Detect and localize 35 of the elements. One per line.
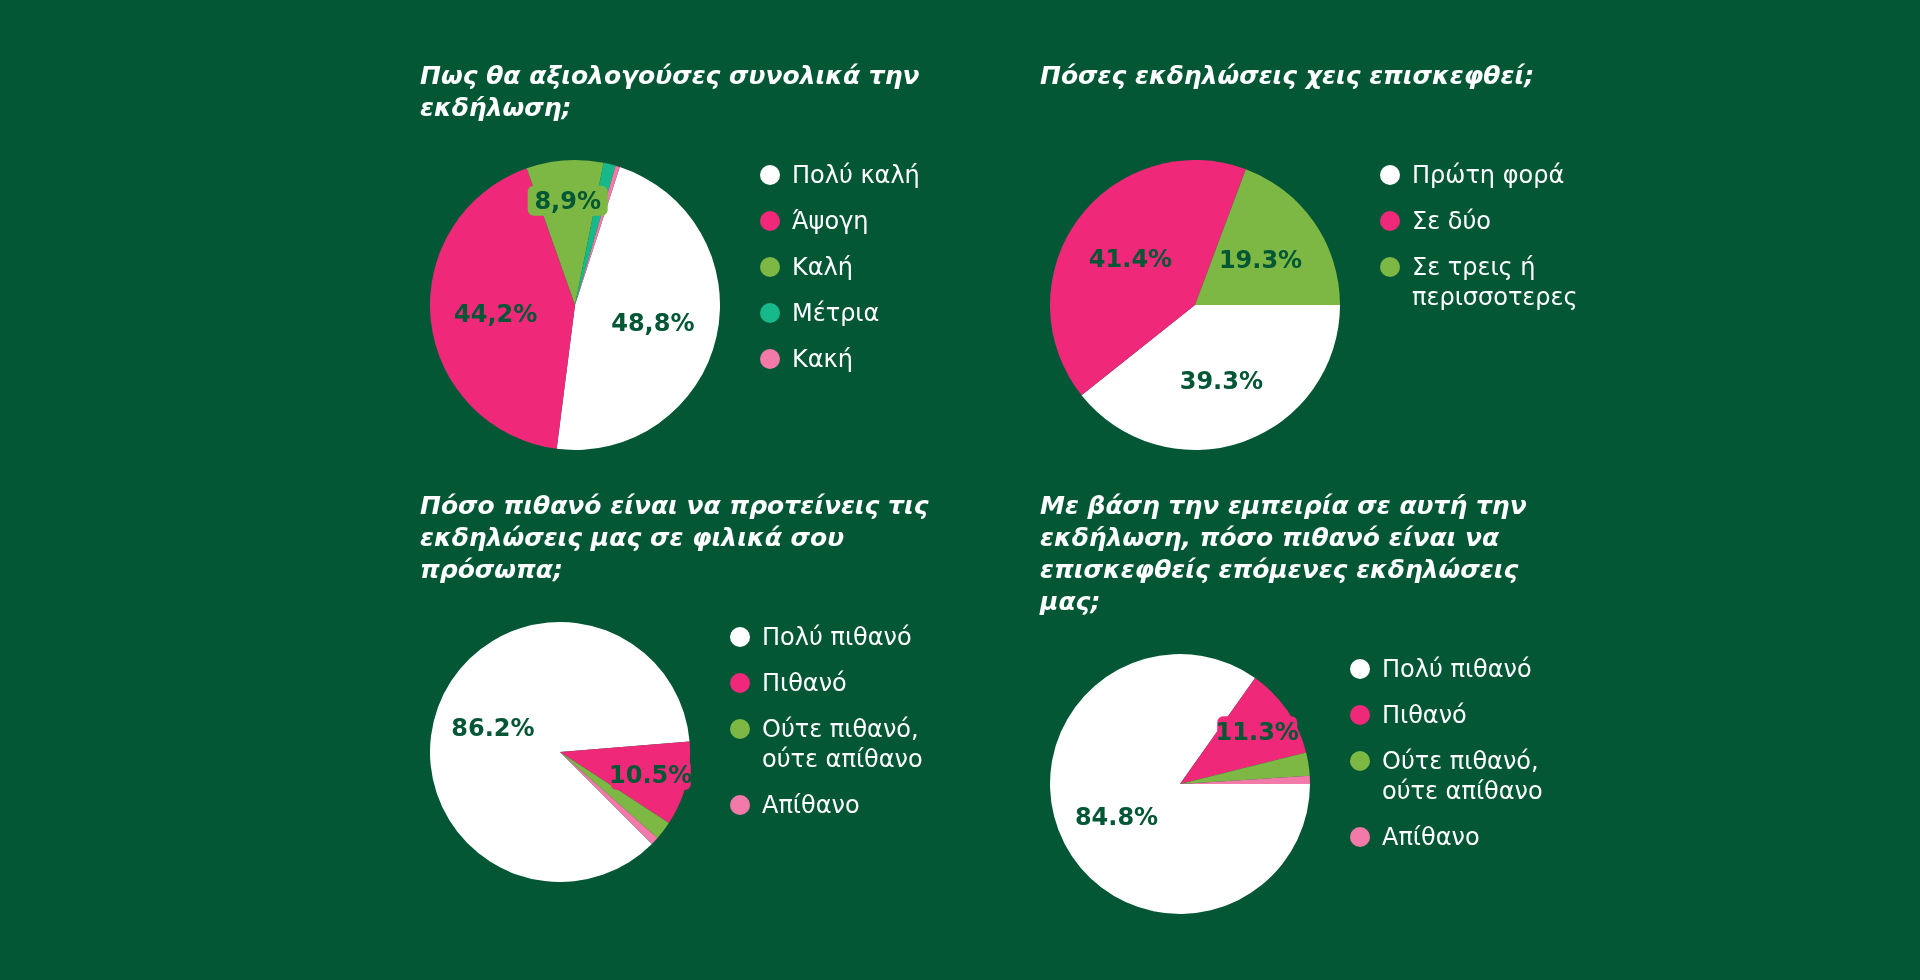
- legend-label: Πιθανό: [762, 668, 847, 698]
- chart-title: Πως θα αξιολογούσες συνολικά την εκδήλωση;: [420, 60, 921, 124]
- legend-label: Απίθανο: [1382, 822, 1480, 852]
- legend-label: Σε τρεις ή περισσοτερες: [1412, 252, 1579, 312]
- pie-slice: [430, 622, 690, 882]
- data-label: 11.3%: [1215, 717, 1299, 746]
- data-label: 19.3%: [1218, 245, 1303, 274]
- data-label: 8,9%: [534, 187, 601, 216]
- legend-label: Άψογη: [792, 206, 869, 236]
- data-label: 44,2%: [454, 299, 538, 328]
- data-label: 39.3%: [1179, 366, 1263, 395]
- data-label: 84.8%: [1074, 803, 1159, 832]
- legend-label: Πιθανό: [1382, 700, 1467, 730]
- pie-slice: [1050, 654, 1310, 914]
- data-label: 86.2%: [451, 713, 535, 742]
- chart-title: Πόσο πιθανό είναι να προτείνεις τις εκδηλώσεις μας σε φιλικά σου πρόσωπα;: [420, 490, 930, 586]
- legend-label: Απίθανο: [762, 790, 860, 820]
- legend-label: Πρώτη φορά: [1412, 160, 1565, 190]
- pie-slice: [1195, 169, 1340, 305]
- legend-label: Πολύ πιθανό: [762, 622, 912, 652]
- legend-label: Πολύ καλή: [792, 160, 920, 190]
- data-label: 48,8%: [611, 308, 695, 337]
- legend-label: Καλή: [792, 252, 853, 282]
- legend-label: Σε δύο: [1412, 206, 1492, 236]
- legend-label: Ούτε πιθανό, ούτε απίθανο: [1382, 746, 1544, 806]
- pie-slice: [1180, 752, 1310, 784]
- data-label: 41.4%: [1088, 244, 1173, 273]
- chart-title: Πόσες εκδηλώσεις χεις επισκεφθεί;: [1040, 60, 1536, 92]
- data-label: 10.5%: [609, 761, 693, 790]
- legend-label: Κακή: [792, 344, 853, 374]
- legend-label: Ούτε πιθανό, ούτε απίθανο: [762, 714, 924, 774]
- legend-label: Πολύ πιθανό: [1382, 654, 1532, 684]
- legend-label: Μέτρια: [792, 298, 880, 328]
- pie-slice: [1081, 305, 1340, 450]
- chart-title: Με βάση την εμπειρία σε αυτή την εκδήλωση, πόσο πιθανό είναι να επισκεφθείς επόμενες εκδηλώσεις μας;: [1040, 490, 1528, 618]
